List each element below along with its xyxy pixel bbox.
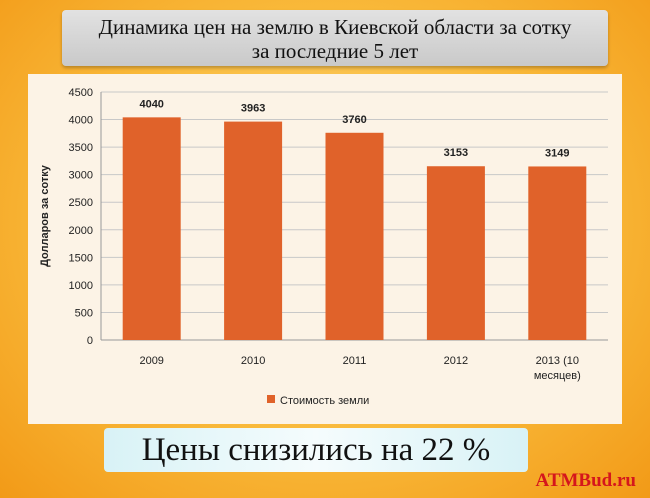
x-tick-label: 2013 (10 — [536, 355, 579, 367]
legend-label: Стоимость земли — [280, 395, 369, 407]
conclusion-text: Цены снизились на 22 % — [141, 432, 491, 468]
data-label: 3153 — [444, 147, 468, 159]
y-tick-label: 1500 — [69, 252, 93, 264]
bar — [325, 132, 384, 340]
bar-chart: 0 500 1000 1500 2000 2500 3000 3500 4000 4500 Долл… — [39, 87, 608, 407]
y-tick-label: 1000 — [69, 280, 93, 292]
x-tick-label: 2011 — [343, 355, 367, 367]
y-tick-label: 3500 — [69, 142, 93, 154]
data-label: 3149 — [545, 147, 569, 159]
x-tick-label: 2012 — [444, 355, 468, 367]
chart-title-line-1: Динамика цен на землю в Киевской области… — [98, 15, 572, 39]
conclusion-banner: Цены снизились на 22 % — [104, 428, 528, 472]
y-tick-label: 2000 — [69, 225, 93, 237]
y-tick-label: 0 — [87, 335, 93, 347]
data-label: 3963 — [241, 103, 265, 115]
y-tick-label: 500 — [75, 307, 93, 319]
y-axis-label: Долларов за сотку — [39, 164, 51, 267]
data-label: 3760 — [342, 114, 366, 126]
x-tick-label: 2010 — [241, 355, 265, 367]
bar — [122, 117, 181, 341]
y-tick-label: 4000 — [69, 115, 93, 127]
bar — [224, 121, 283, 340]
y-tick-label: 4500 — [69, 87, 93, 99]
y-tick-label: 2500 — [69, 197, 93, 209]
x-tick-label: месяцев) — [534, 370, 581, 382]
chart-panel: 0 500 1000 1500 2000 2500 3000 3500 4000 4500 Долл… — [28, 74, 622, 424]
x-tick-label: 2009 — [139, 355, 163, 367]
watermark-logo: ATMBud.ru — [535, 470, 636, 491]
bar — [426, 166, 485, 340]
y-tick-label: 3000 — [69, 170, 93, 182]
legend-swatch — [267, 395, 275, 403]
chart-title-line-2: за последние 5 лет — [251, 39, 419, 63]
chart-title-banner: Динамика цен на землю в Киевской области… — [62, 10, 608, 66]
bar — [528, 166, 587, 340]
data-label: 4040 — [139, 98, 163, 110]
